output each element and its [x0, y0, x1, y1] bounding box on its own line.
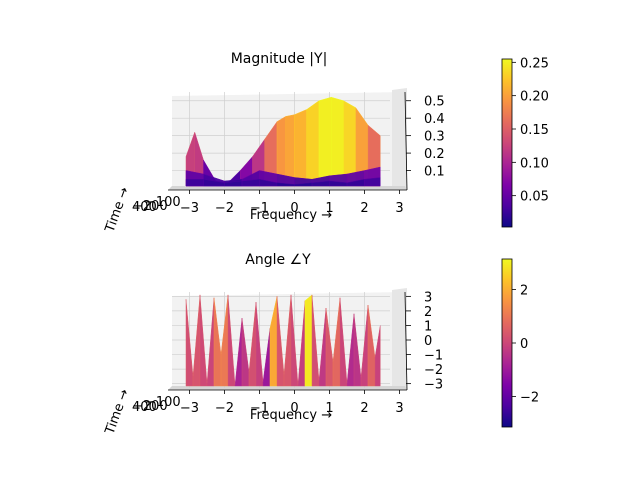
magnitude-time-tick-2: −200: [132, 199, 168, 214]
magnitude-colorbar-ticks: 0.05 0.10 0.15 0.20 0.25: [512, 56, 549, 205]
z-tick-label-4: 0.5: [424, 95, 445, 110]
z-tick-label-6: −3: [424, 378, 443, 393]
x-tick-label-3: 0: [290, 401, 298, 416]
z-tick-label-3: 0: [424, 334, 432, 349]
x-tick-label-6: 3: [395, 201, 403, 216]
magnitude-x-ticks: −3 −2 −1 0 1 2 3: [180, 190, 404, 216]
z-tick-label-2: 1: [424, 319, 432, 334]
x-tick-label-1: −2: [215, 401, 234, 416]
x-tick-label-5: 2: [360, 201, 368, 216]
x-tick-label-4: 1: [325, 201, 333, 216]
magnitude-right-pane: [392, 88, 407, 188]
angle-time-tick-2: −200: [132, 399, 168, 414]
z-tick-label-0: 0.1: [424, 165, 445, 180]
surface-patch-front-9: [285, 114, 295, 187]
surface-patch-front-10: [294, 109, 307, 187]
x-tick-label-4: 1: [325, 401, 333, 416]
surface-patch-front-13: [331, 96, 344, 187]
angle-z-axis-line: [404, 291, 408, 391]
angle-x-ticks: −3 −2 −1 0 1 2 3: [180, 390, 404, 416]
x-tick-label-2: −1: [250, 401, 269, 416]
angle-floor-pane: [168, 386, 407, 390]
angle-title: Angle ∠Y: [245, 252, 311, 268]
surface-patch-front-12: [318, 96, 332, 187]
surface-patch-back-10: [364, 177, 381, 187]
colorbar-tick-label-2: 0.15: [520, 123, 549, 138]
colorbar-tick-label-4: 0.25: [520, 56, 549, 71]
z-tick-label-3: 0.4: [424, 112, 445, 127]
colorbar-tick-label-0: 0.05: [520, 190, 549, 205]
magnitude-floor-pane: [168, 186, 407, 190]
surface-patch-angle-17: [304, 294, 313, 387]
x-tick-label-0: −3: [180, 401, 199, 416]
x-tick-label-1: −2: [215, 201, 234, 216]
magnitude-time-tick-3: 400: [132, 200, 157, 215]
x-tick-label-2: −1: [250, 201, 269, 216]
magnitude-time-tick-1: −100: [145, 195, 181, 210]
magnitude-x-label: Frequency →: [250, 208, 332, 223]
surface-patch-back-0: [185, 179, 204, 187]
magnitude-z-axis-line: [404, 91, 408, 191]
colorbar-tick-label-0: 2: [520, 283, 528, 298]
angle-time-tick-1: −100: [145, 395, 181, 410]
angle-right-pane: [392, 288, 407, 388]
z-tick-label-5: −2: [424, 363, 443, 378]
colorbar-tick-label-1: 0: [520, 337, 528, 352]
angle-colorbar-ticks: 2 0 −2: [512, 283, 539, 406]
x-tick-label-5: 2: [360, 401, 368, 416]
colorbar-tick-label-2: −2: [520, 391, 539, 406]
angle-colorbar: [501, 258, 513, 428]
surface-patch-front-11: [306, 100, 320, 187]
z-tick-label-1: 2: [424, 305, 432, 320]
z-tick-label-1: 0.2: [424, 147, 445, 162]
x-tick-label-6: 3: [395, 401, 403, 416]
magnitude-surface: [185, 96, 381, 187]
angle-time-tick-3: 400: [132, 400, 157, 415]
magnitude-z-ticks: 0.1 0.2 0.3 0.4 0.5: [406, 95, 445, 180]
angle-y-label: Time →: [102, 387, 132, 437]
surface-patch-angle-27: [374, 325, 381, 387]
z-tick-label-4: −1: [424, 349, 443, 364]
magnitude-colorbar: [501, 58, 513, 228]
magnitude-y-label: Time →: [102, 185, 132, 235]
colorbar-tick-label-1: 0.10: [520, 156, 549, 171]
magnitude-panel: Magnitude |Y| −3 −2 −1 0 1 2 3 0.1 0.2 0.3 0.4 0.5…: [102, 51, 549, 235]
x-tick-label-0: −3: [180, 201, 199, 216]
angle-x-label: Frequency →: [250, 408, 332, 423]
z-tick-label-0: 3: [424, 290, 432, 305]
angle-surface: [185, 294, 381, 387]
magnitude-title: Magnitude |Y|: [231, 51, 328, 67]
colorbar-tick-label-3: 0.20: [520, 90, 549, 105]
x-tick-label-3: 0: [290, 201, 298, 216]
z-tick-label-2: 0.3: [424, 130, 445, 145]
